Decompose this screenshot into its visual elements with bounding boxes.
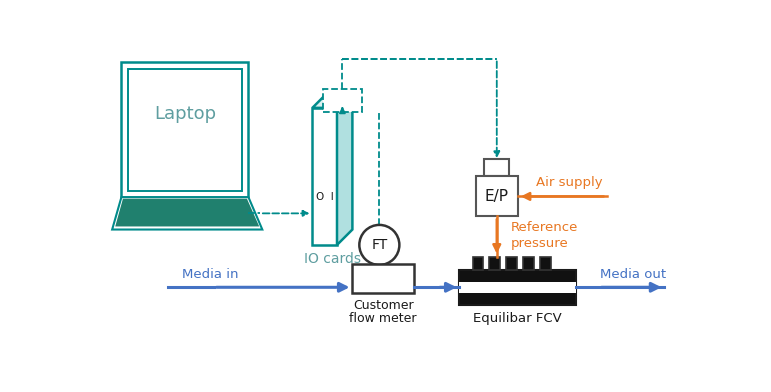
FancyBboxPatch shape xyxy=(352,264,414,294)
FancyBboxPatch shape xyxy=(524,257,534,270)
Text: flow meter: flow meter xyxy=(349,312,417,325)
Text: Media out: Media out xyxy=(601,269,666,281)
Polygon shape xyxy=(312,93,352,108)
Polygon shape xyxy=(337,93,352,245)
FancyBboxPatch shape xyxy=(323,89,362,112)
Text: Equilibar FCV: Equilibar FCV xyxy=(473,312,561,325)
Text: Customer: Customer xyxy=(353,299,413,312)
Text: pressure: pressure xyxy=(510,236,568,249)
FancyBboxPatch shape xyxy=(121,62,248,197)
Text: FT: FT xyxy=(371,238,388,252)
Text: Media in: Media in xyxy=(182,269,238,281)
Text: E/P: E/P xyxy=(485,189,509,204)
Text: IO cards: IO cards xyxy=(304,252,361,266)
FancyBboxPatch shape xyxy=(540,257,551,270)
FancyBboxPatch shape xyxy=(459,270,576,305)
Text: Reference: Reference xyxy=(510,221,578,234)
FancyBboxPatch shape xyxy=(127,69,242,191)
FancyBboxPatch shape xyxy=(476,176,518,216)
FancyBboxPatch shape xyxy=(490,257,500,270)
Circle shape xyxy=(359,225,399,265)
Text: Air supply: Air supply xyxy=(536,176,603,189)
FancyBboxPatch shape xyxy=(484,160,509,176)
FancyBboxPatch shape xyxy=(312,108,337,245)
Polygon shape xyxy=(115,199,259,227)
FancyBboxPatch shape xyxy=(473,257,483,270)
Text: I: I xyxy=(468,282,472,292)
FancyBboxPatch shape xyxy=(507,257,517,270)
Text: Laptop: Laptop xyxy=(154,105,216,123)
FancyBboxPatch shape xyxy=(459,282,576,293)
Text: O: O xyxy=(560,282,569,292)
Polygon shape xyxy=(112,197,262,230)
Text: O  I: O I xyxy=(316,192,334,202)
